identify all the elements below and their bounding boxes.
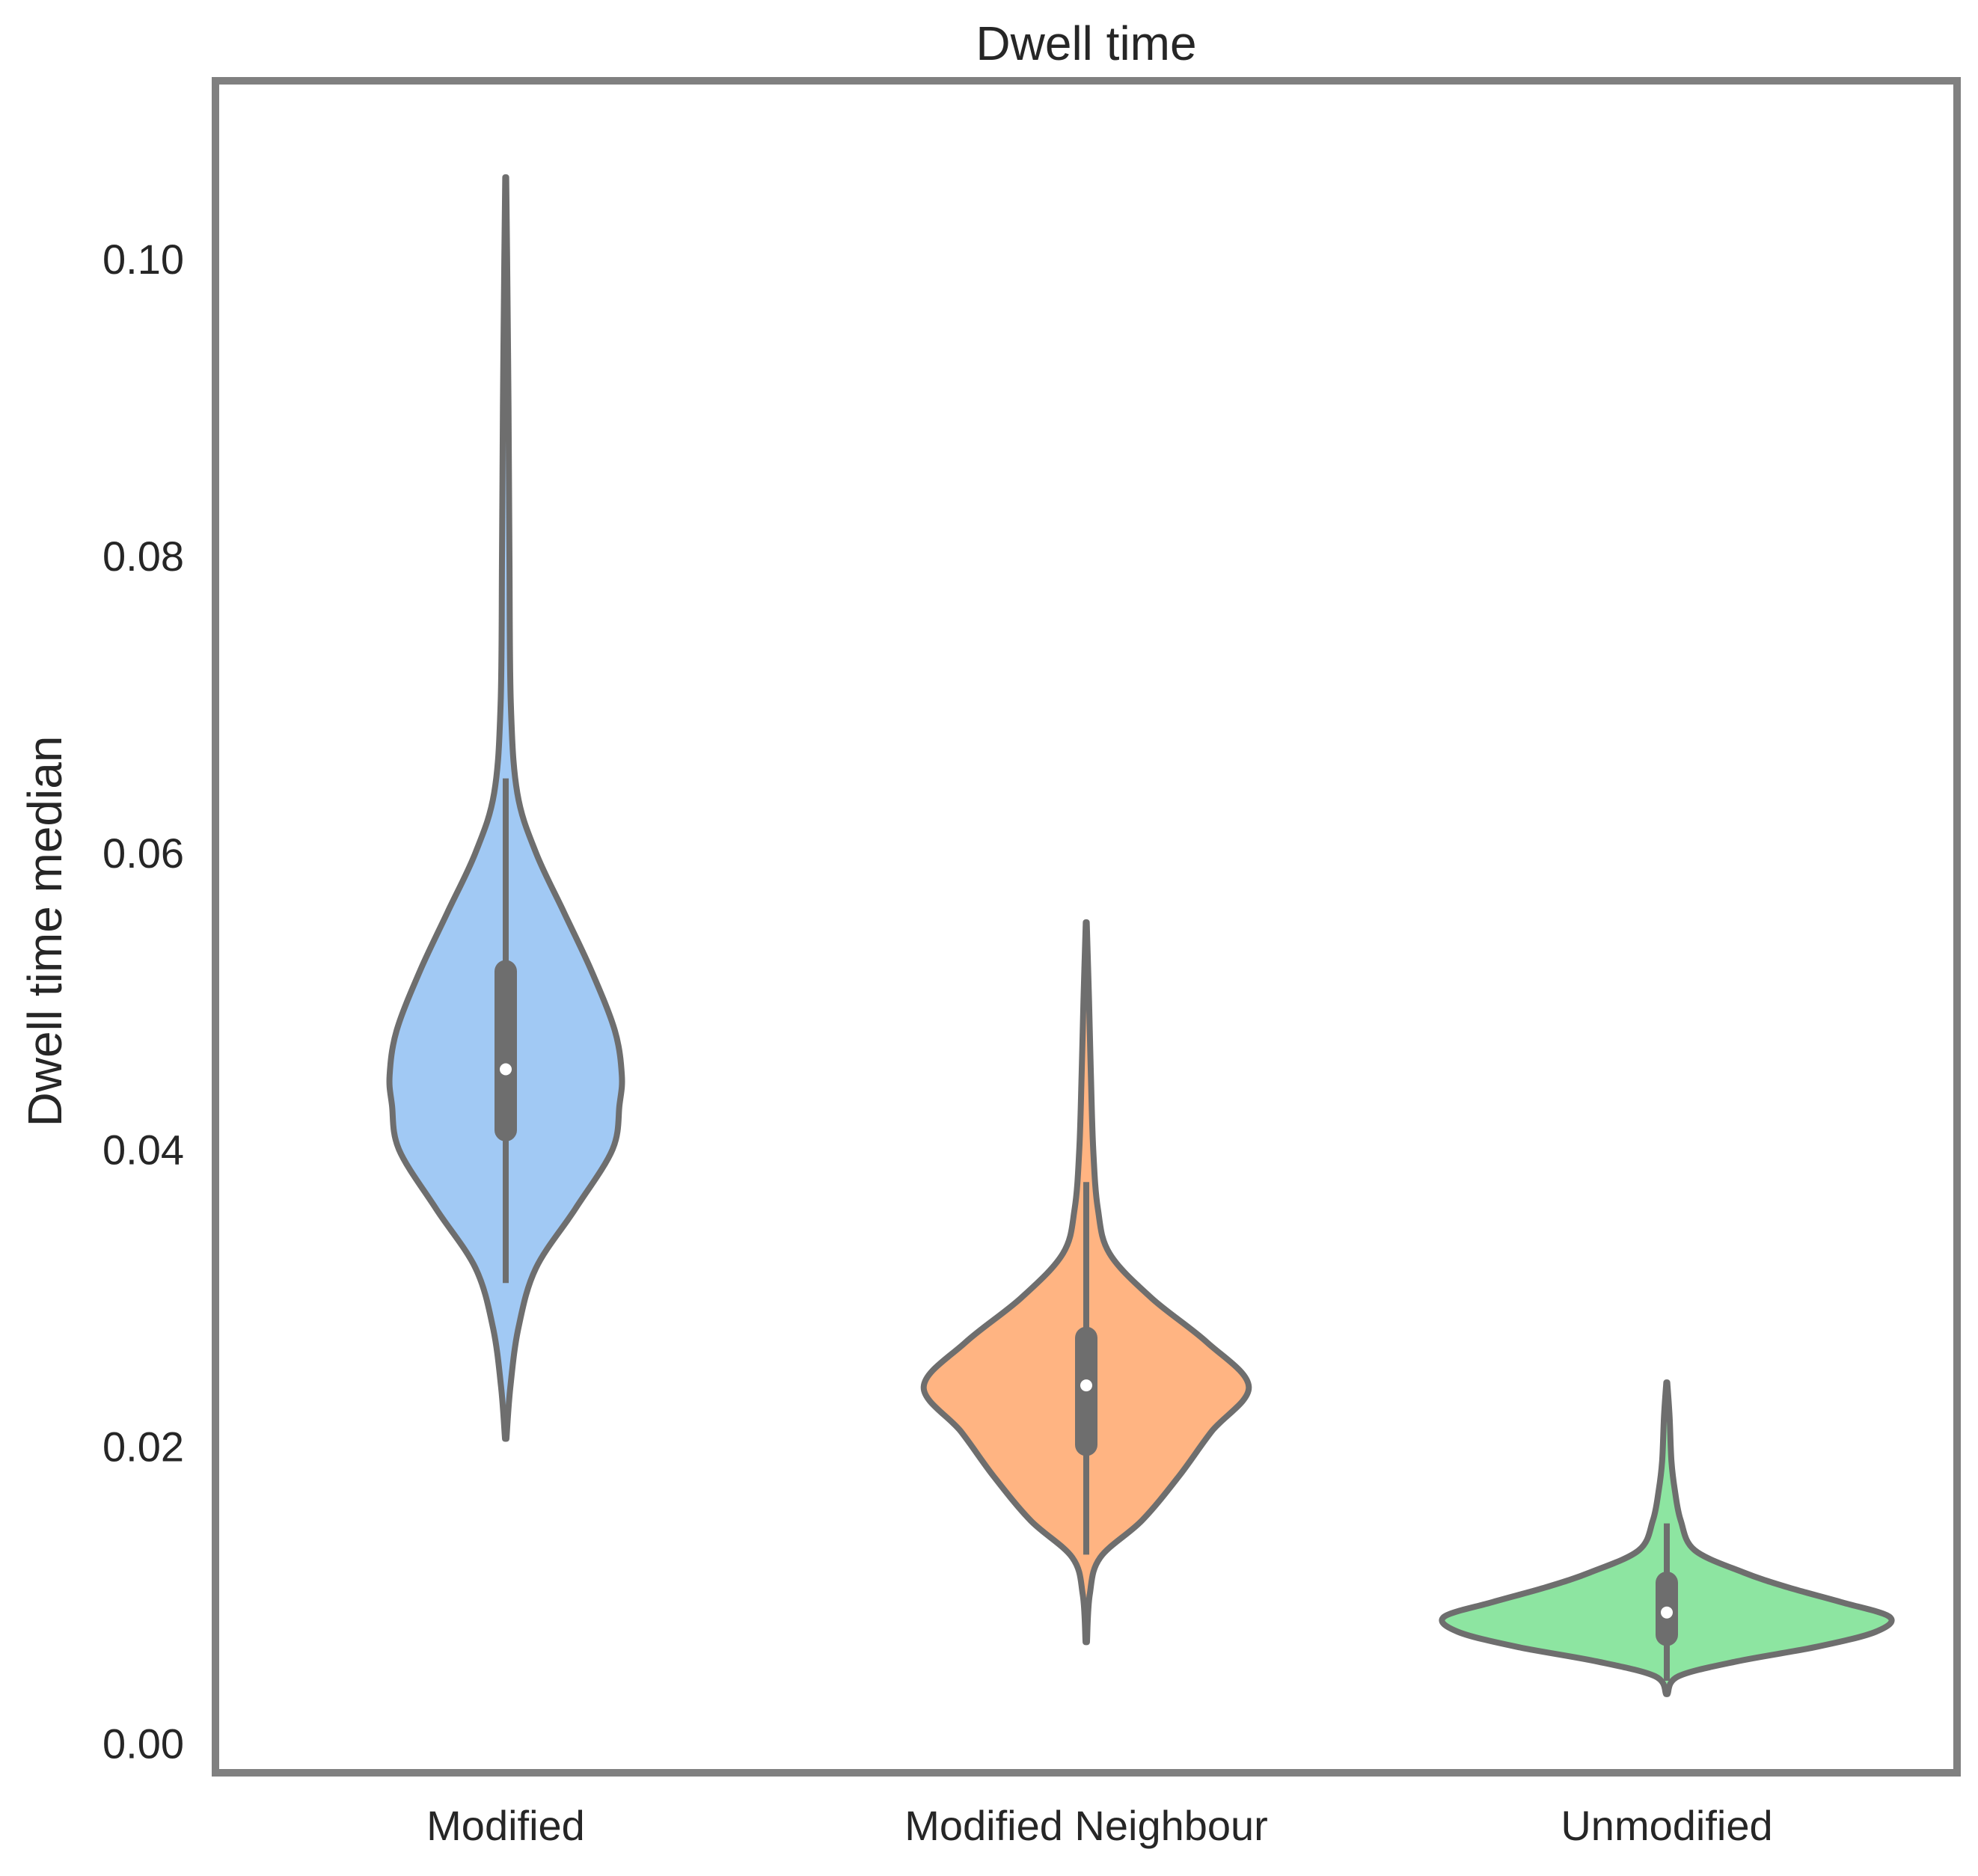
y-tick-label: 0.10 — [102, 236, 184, 283]
x-tick-labels: Modified Modified Neighbour Unmodified — [426, 1802, 1772, 1849]
y-tick-label: 0.06 — [102, 830, 184, 877]
y-tick-label: 0.04 — [102, 1126, 184, 1174]
x-tick-label: Unmodified — [1561, 1802, 1772, 1849]
violin-median-marker — [1661, 1606, 1673, 1619]
violin — [920, 919, 1252, 1646]
x-tick-label: Modified — [426, 1802, 585, 1849]
chart-title: Dwell time — [976, 16, 1196, 70]
plot-frame — [212, 77, 1961, 1777]
y-tick-label: 0.00 — [102, 1720, 184, 1767]
violin — [1439, 1379, 1895, 1697]
violin-median-marker — [500, 1063, 512, 1076]
x-tick-label: Modified Neighbour — [904, 1802, 1268, 1849]
y-axis-label: Dwell time median — [18, 736, 72, 1127]
y-tick-label: 0.02 — [102, 1423, 184, 1470]
violins-layer — [386, 174, 1895, 1697]
violin — [386, 174, 625, 1442]
violin-median-marker — [1080, 1379, 1092, 1392]
y-tick-label: 0.08 — [102, 533, 184, 580]
y-tick-labels: 0.00 0.02 0.04 0.06 0.08 0.10 — [102, 236, 184, 1767]
